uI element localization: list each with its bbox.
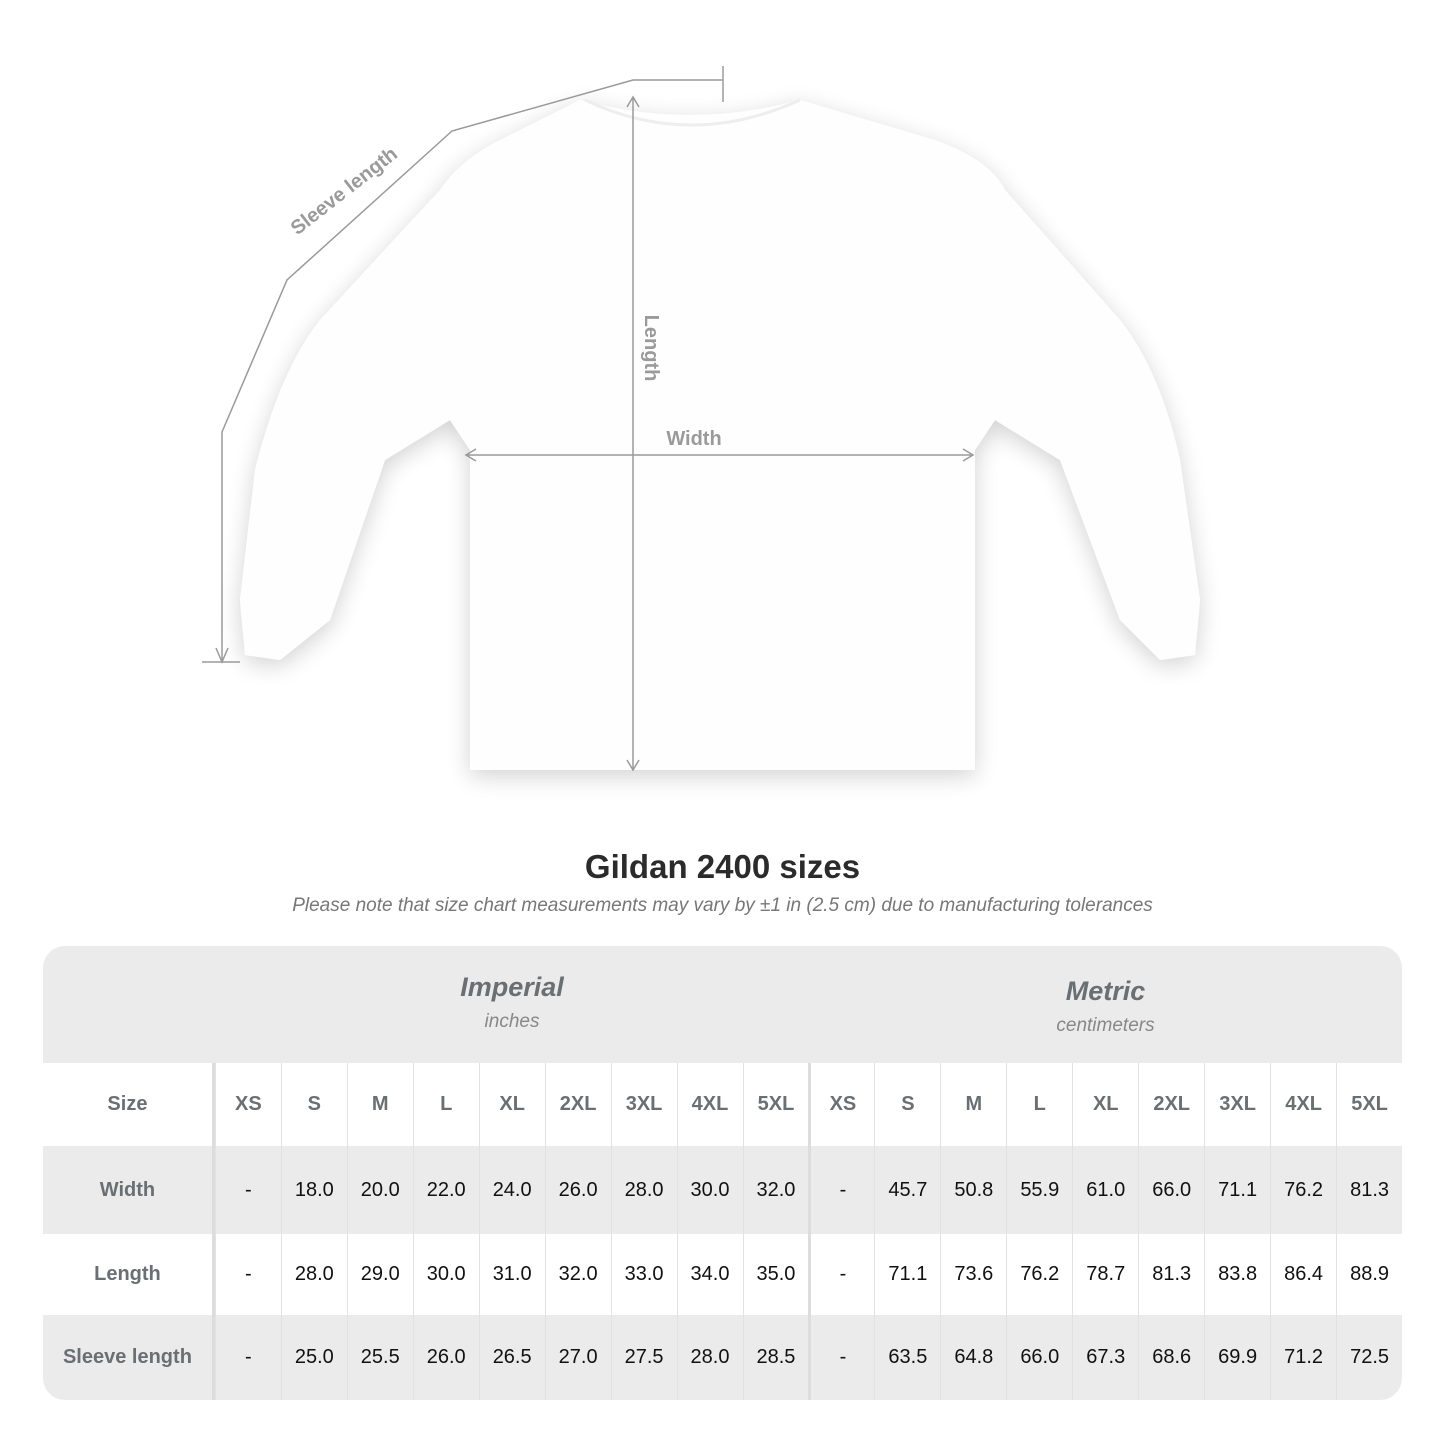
value-cell: -	[808, 1315, 874, 1400]
value-cell: 32.0	[544, 1234, 611, 1315]
metric-header: Metric centimeters	[809, 946, 1402, 1093]
size-table: Imperial inches Metric centimeters Size X…	[43, 946, 1402, 1400]
value-cell: 67.3	[1072, 1315, 1138, 1400]
value-cell: -	[808, 1146, 874, 1234]
size-header-cell: 5XL	[742, 1063, 809, 1146]
value-cell: 29.0	[346, 1234, 413, 1315]
metric-label: Metric	[1065, 976, 1146, 1006]
size-header-row: Size XS S M L XL 2XL 3XL 4XL 5XL XS S M L XL 2XL 3XL 4XL 5…	[43, 1063, 1402, 1146]
value-cell: 27.0	[544, 1315, 611, 1400]
length-label: Length	[640, 315, 662, 382]
shirt-shape	[240, 100, 1200, 770]
size-header-cell: XS	[808, 1063, 874, 1146]
value-cell: -	[214, 1234, 281, 1315]
size-header-cell: XL	[478, 1063, 545, 1146]
page-title: Gildan 2400 sizes	[584, 848, 861, 885]
size-header-cell: S	[280, 1063, 347, 1146]
value-cell: 71.1	[1204, 1146, 1270, 1234]
table-row: Sleeve length -25.0 25.5 26.0 26.5 27.0 27.5 28…	[43, 1315, 1402, 1400]
value-cell: 88.9	[1336, 1234, 1402, 1315]
value-cell: 81.3	[1336, 1146, 1402, 1234]
value-cell: 28.0	[610, 1146, 677, 1234]
imperial-header: Imperial inches	[215, 946, 809, 1089]
value-cell: 83.8	[1204, 1234, 1270, 1315]
table-row: Length -28.0 29.0 30.0 31.0 32.0 33.0 34.0 35.0-…	[43, 1234, 1402, 1315]
value-cell: 63.5	[874, 1315, 940, 1400]
row-label: Size	[43, 1063, 215, 1146]
value-cell: 69.9	[1204, 1315, 1270, 1400]
value-cell: -	[214, 1146, 281, 1234]
size-header-cell: L	[412, 1063, 479, 1146]
value-cell: 30.0	[676, 1146, 743, 1234]
value-cell: 76.2	[1270, 1146, 1336, 1234]
value-cell: 71.1	[874, 1234, 940, 1315]
value-cell: 32.0	[742, 1146, 809, 1234]
size-header-cell: L	[1006, 1063, 1072, 1146]
value-cell: 26.0	[412, 1315, 479, 1400]
value-cell: 25.0	[280, 1315, 347, 1400]
value-cell: 66.0	[1138, 1146, 1204, 1234]
imperial-unit: inches	[484, 1011, 540, 1032]
value-cell: 76.2	[1006, 1234, 1072, 1315]
value-cell: 25.5	[346, 1315, 413, 1400]
size-header-cell: 4XL	[1270, 1063, 1336, 1146]
value-cell: 24.0	[478, 1146, 545, 1234]
value-cell: 86.4	[1270, 1234, 1336, 1315]
size-header-cell: XS	[214, 1063, 281, 1146]
tolerance-note: Please note that size chart measurements…	[292, 895, 1153, 916]
value-cell: 50.8	[940, 1146, 1006, 1234]
value-cell: 71.2	[1270, 1315, 1336, 1400]
size-header-cell: 3XL	[1204, 1063, 1270, 1146]
value-cell: 22.0	[412, 1146, 479, 1234]
width-label: Width	[666, 428, 721, 450]
size-header-cell: 4XL	[676, 1063, 743, 1146]
value-cell: 73.6	[940, 1234, 1006, 1315]
value-cell: 64.8	[940, 1315, 1006, 1400]
value-cell: -	[214, 1315, 281, 1400]
value-cell: 27.5	[610, 1315, 677, 1400]
size-header-cell: 3XL	[610, 1063, 677, 1146]
value-cell: 30.0	[412, 1234, 479, 1315]
size-header-cell: XL	[1072, 1063, 1138, 1146]
row-label: Sleeve length	[43, 1315, 215, 1400]
size-header-cell: 2XL	[1138, 1063, 1204, 1146]
imperial-label: Imperial	[460, 972, 564, 1002]
value-cell: 68.6	[1138, 1315, 1204, 1400]
value-cell: 28.0	[676, 1315, 743, 1400]
value-cell: 31.0	[478, 1234, 545, 1315]
size-header-cell: S	[874, 1063, 940, 1146]
size-header-cell: 2XL	[544, 1063, 611, 1146]
value-cell: 33.0	[610, 1234, 677, 1315]
shirt-diagram: Sleeve length Length Width	[202, 66, 1200, 772]
sleeve-length-line	[221, 79, 723, 662]
size-header-cell: M	[346, 1063, 413, 1146]
value-cell: 26.5	[478, 1315, 545, 1400]
size-header-cell: 5XL	[1336, 1063, 1402, 1146]
value-cell: 81.3	[1138, 1234, 1204, 1315]
value-cell: 78.7	[1072, 1234, 1138, 1315]
value-cell: 66.0	[1006, 1315, 1072, 1400]
size-header-cell: M	[940, 1063, 1006, 1146]
value-cell: 55.9	[1006, 1146, 1072, 1234]
value-cell: 28.5	[742, 1315, 809, 1400]
row-label: Width	[43, 1146, 215, 1234]
value-cell: 34.0	[676, 1234, 743, 1315]
table-row: Width -18.0 20.0 22.0 24.0 26.0 28.0 30.0 32.0-4…	[43, 1146, 1402, 1234]
value-cell: 61.0	[1072, 1146, 1138, 1234]
row-label: Length	[43, 1234, 215, 1315]
value-cell: 45.7	[874, 1146, 940, 1234]
value-cell: 26.0	[544, 1146, 611, 1234]
value-cell: 18.0	[280, 1146, 347, 1234]
value-cell: -	[808, 1234, 874, 1315]
value-cell: 35.0	[742, 1234, 809, 1315]
value-cell: 72.5	[1336, 1315, 1402, 1400]
value-cell: 20.0	[346, 1146, 413, 1234]
metric-unit: centimeters	[1056, 1015, 1155, 1036]
value-cell: 28.0	[280, 1234, 347, 1315]
